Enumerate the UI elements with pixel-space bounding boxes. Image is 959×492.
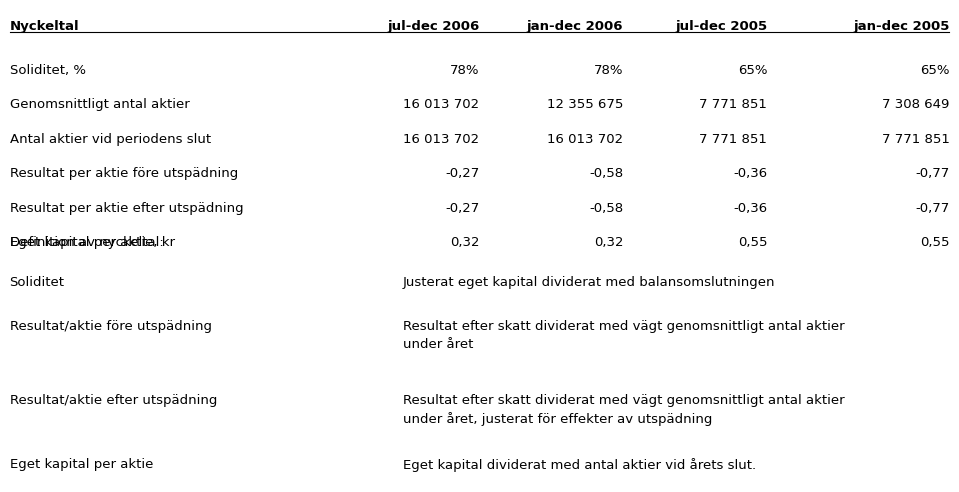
- Text: 7 771 851: 7 771 851: [699, 133, 767, 146]
- Text: 16 013 702: 16 013 702: [404, 133, 480, 146]
- Text: Eget kapital dividerat med antal aktier vid årets slut.: Eget kapital dividerat med antal aktier …: [403, 458, 756, 471]
- Text: Genomsnittligt antal aktier: Genomsnittligt antal aktier: [10, 98, 189, 111]
- Text: 0,32: 0,32: [450, 236, 480, 249]
- Text: -0,36: -0,36: [733, 202, 767, 215]
- Text: 0,55: 0,55: [920, 236, 949, 249]
- Text: 16 013 702: 16 013 702: [404, 98, 480, 111]
- Text: -0,58: -0,58: [589, 167, 623, 180]
- Text: -0,27: -0,27: [445, 167, 480, 180]
- Text: Definition av nyckeltal:: Definition av nyckeltal:: [10, 236, 163, 249]
- Text: 12 355 675: 12 355 675: [547, 98, 623, 111]
- Text: Justerat eget kapital dividerat med balansomslutningen: Justerat eget kapital dividerat med bala…: [403, 276, 775, 288]
- Text: 65%: 65%: [920, 64, 949, 77]
- Text: -0,77: -0,77: [915, 202, 949, 215]
- Text: -0,77: -0,77: [915, 167, 949, 180]
- Text: Antal aktier vid periodens slut: Antal aktier vid periodens slut: [10, 133, 211, 146]
- Text: 16 013 702: 16 013 702: [548, 133, 623, 146]
- Text: 78%: 78%: [594, 64, 623, 77]
- Text: 0,55: 0,55: [737, 236, 767, 249]
- Text: Resultat/aktie före utspädning: Resultat/aktie före utspädning: [10, 320, 212, 333]
- Text: 7 771 851: 7 771 851: [881, 133, 949, 146]
- Text: Resultat per aktie före utspädning: Resultat per aktie före utspädning: [10, 167, 238, 180]
- Text: Resultat efter skatt dividerat med vägt genomsnittligt antal aktier
under året, : Resultat efter skatt dividerat med vägt …: [403, 394, 845, 426]
- Text: Nyckeltal: Nyckeltal: [10, 20, 80, 32]
- Text: Resultat per aktie efter utspädning: Resultat per aktie efter utspädning: [10, 202, 244, 215]
- Text: 78%: 78%: [450, 64, 480, 77]
- Text: Resultat/aktie efter utspädning: Resultat/aktie efter utspädning: [10, 394, 217, 406]
- Text: -0,36: -0,36: [733, 167, 767, 180]
- Text: Eget kapital per aktie, kr: Eget kapital per aktie, kr: [10, 236, 175, 249]
- Text: jul-dec 2006: jul-dec 2006: [387, 20, 480, 32]
- Text: Eget kapital per aktie: Eget kapital per aktie: [10, 458, 153, 470]
- Text: 0,32: 0,32: [594, 236, 623, 249]
- Text: jan-dec 2005: jan-dec 2005: [854, 20, 949, 32]
- Text: jan-dec 2006: jan-dec 2006: [526, 20, 623, 32]
- Text: -0,58: -0,58: [589, 202, 623, 215]
- Text: Soliditet, %: Soliditet, %: [10, 64, 85, 77]
- Text: -0,27: -0,27: [445, 202, 480, 215]
- Text: Soliditet: Soliditet: [10, 276, 64, 288]
- Text: 7 771 851: 7 771 851: [699, 98, 767, 111]
- Text: Resultat efter skatt dividerat med vägt genomsnittligt antal aktier
under året: Resultat efter skatt dividerat med vägt …: [403, 320, 845, 351]
- Text: 7 308 649: 7 308 649: [882, 98, 949, 111]
- Text: 65%: 65%: [737, 64, 767, 77]
- Text: jul-dec 2005: jul-dec 2005: [675, 20, 767, 32]
